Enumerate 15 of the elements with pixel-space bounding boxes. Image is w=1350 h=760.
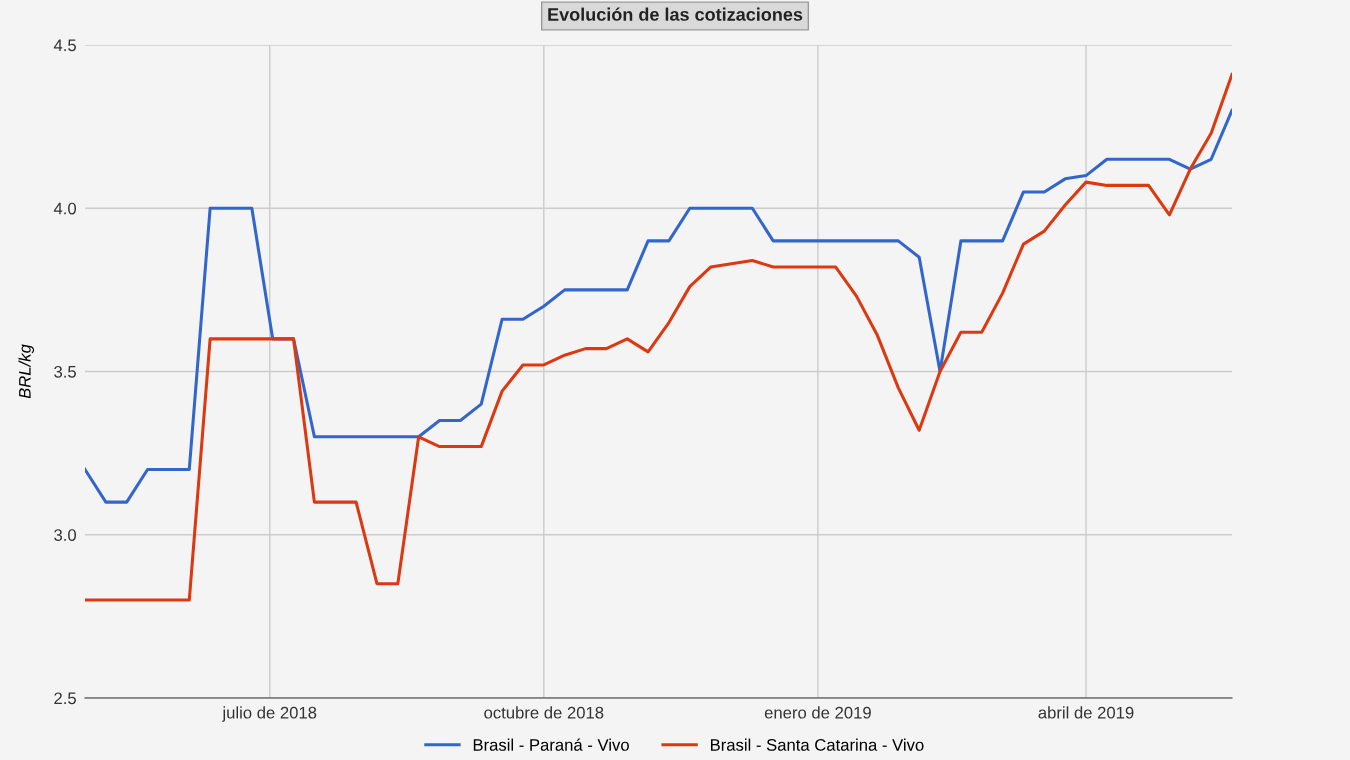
x-tick-label: julio de 2018: [222, 706, 317, 722]
x-tick-label: octubre de 2018: [484, 706, 604, 719]
y-tick-label: 4.5: [53, 39, 76, 52]
x-tick-label: abril de 2019: [1038, 706, 1134, 719]
chart-title: Evolución de las cotizaciones: [548, 7, 803, 21]
line-series: [85, 108, 1232, 504]
legend-label: Brasil - Paraná - Vivo: [473, 738, 629, 751]
y-axis-title: BRL/kg: [18, 344, 35, 399]
y-tick-label: 4.0: [53, 202, 77, 215]
x-tick-label: enero de 2019: [764, 706, 871, 719]
legend-label: Brasil - Santa Catarina - Vivo: [710, 738, 924, 751]
y-tick-label: 2.5: [54, 692, 76, 705]
y-tick-label: 3.5: [54, 365, 76, 378]
y-tick-label: 3.0: [54, 529, 77, 541]
line-series: [85, 72, 1232, 602]
